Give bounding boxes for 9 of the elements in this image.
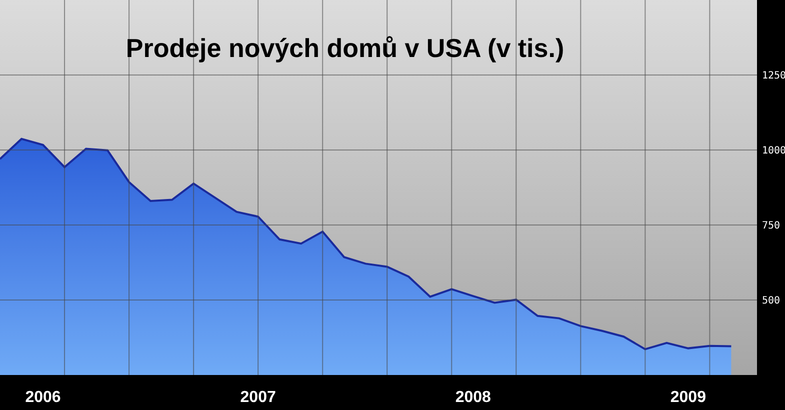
x-tick-label: 2006 <box>25 389 61 406</box>
x-tick-label: 2008 <box>455 389 492 406</box>
text: Prodeje nových domů v USA (v tis.) <box>126 33 564 64</box>
y-tick-label: 1000 <box>762 146 785 156</box>
x-tick-label: 2009 <box>670 389 706 406</box>
y-tick-label: 500 <box>762 296 780 306</box>
y-tick-label: 1250 <box>762 70 785 82</box>
x-tick-label: 2007 <box>240 389 276 406</box>
y-tick-label: 750 <box>762 220 780 232</box>
